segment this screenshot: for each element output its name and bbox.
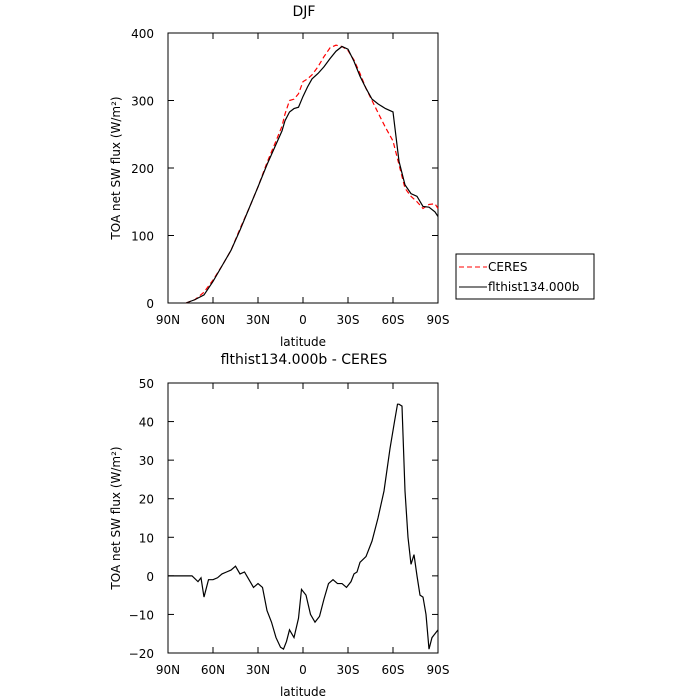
bot-x-tick-label: 0 bbox=[299, 663, 307, 677]
bot-x-tick-label: 60S bbox=[382, 663, 405, 677]
bot-x-tick-label: 30N bbox=[246, 663, 270, 677]
legend-ceres-label: CERES bbox=[488, 260, 528, 274]
chart-bottom-y-axis-label: TOA net SW flux (W/m²) bbox=[109, 446, 123, 590]
chart-top-x-ticks: 90N 60N 30N 0 30S 60S 90S bbox=[156, 33, 450, 327]
chart-bottom-title: flthist134.000b - CERES bbox=[221, 352, 388, 368]
bot-y-tick-label: 50 bbox=[139, 377, 154, 391]
bot-y-tick-label: 30 bbox=[139, 454, 154, 468]
chart-bottom-x-ticks: 90N 60N 30N 0 30S 60S 90S bbox=[156, 383, 450, 677]
chart-top-legend: CERES flthist134.000b bbox=[455, 253, 595, 300]
chart-bottom-plot-frame bbox=[167, 382, 439, 654]
bot-y-tick-label: 20 bbox=[139, 493, 154, 507]
legend-box bbox=[455, 253, 595, 300]
chart-top-title: DJF bbox=[293, 4, 316, 20]
top-x-tick-label: 30S bbox=[337, 313, 360, 327]
chart-bottom-difference-line bbox=[168, 403, 439, 651]
top-x-tick-label: 30N bbox=[246, 313, 270, 327]
top-y-tick-label: 200 bbox=[131, 162, 154, 176]
chart-top-y-axis-label: TOA net SW flux (W/m²) bbox=[109, 96, 123, 240]
chart-bottom-x-axis-label: latitude bbox=[280, 685, 326, 699]
top-x-tick-label: 0 bbox=[299, 313, 307, 327]
chart-top-series-flthist-line bbox=[185, 45, 439, 304]
chart-top-x-axis-label: latitude bbox=[280, 335, 326, 349]
bot-x-tick-label: 90S bbox=[427, 663, 450, 677]
top-x-tick-label: 90N bbox=[156, 313, 180, 327]
top-x-tick-label: 60N bbox=[201, 313, 225, 327]
chart-top-series-ceres-line bbox=[185, 44, 439, 304]
bot-x-tick-label: 60N bbox=[201, 663, 225, 677]
top-y-tick-label: 300 bbox=[131, 95, 154, 109]
bot-x-tick-label: 90N bbox=[156, 663, 180, 677]
top-y-tick-label: 0 bbox=[146, 297, 154, 311]
top-x-tick-label: 60S bbox=[382, 313, 405, 327]
chart-top: DJF 90N 60N 30N 0 30S 60S 90S 0 100 200 300 400 la… bbox=[109, 4, 449, 349]
bot-y-tick-label: 10 bbox=[139, 531, 154, 545]
chart-top-y-ticks: 0 100 200 300 400 bbox=[131, 27, 438, 311]
bot-y-tick-label: −10 bbox=[129, 608, 154, 622]
chart-top-plot-frame bbox=[167, 32, 439, 304]
top-y-tick-label: 100 bbox=[131, 230, 154, 244]
top-y-tick-label: 400 bbox=[131, 27, 154, 41]
bot-y-tick-label: −20 bbox=[129, 647, 154, 661]
chart-bottom: flthist134.000b - CERES 90N 60N 30N 0 30S 60S… bbox=[109, 352, 449, 699]
bot-y-tick-label: 0 bbox=[146, 570, 154, 584]
bot-y-tick-label: 40 bbox=[139, 416, 154, 430]
bot-x-tick-label: 30S bbox=[337, 663, 360, 677]
chart-bottom-y-ticks: −20 −10 0 10 20 30 40 50 bbox=[129, 377, 438, 661]
top-x-tick-label: 90S bbox=[427, 313, 450, 327]
legend-flthist-label: flthist134.000b bbox=[488, 280, 579, 294]
